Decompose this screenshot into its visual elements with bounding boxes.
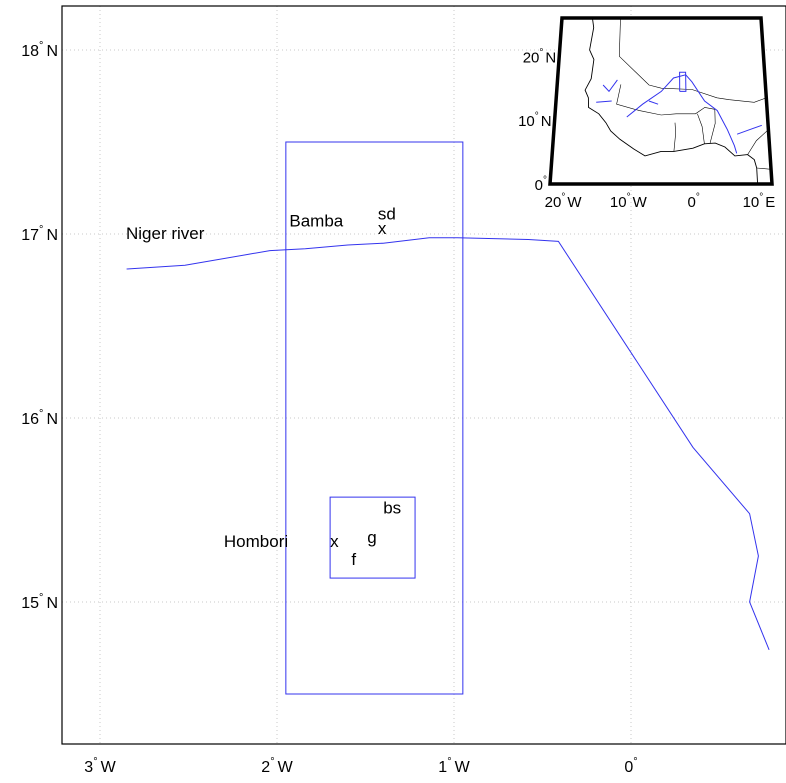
inset-border bbox=[709, 109, 716, 144]
inset-study-box bbox=[679, 71, 687, 92]
tick-number: 10 bbox=[610, 194, 627, 211]
tick-number: 20 bbox=[523, 49, 540, 66]
tick-hemisphere: W bbox=[567, 194, 582, 211]
inset-x-tick-label: 0° bbox=[687, 192, 699, 211]
inset-river bbox=[602, 79, 618, 93]
inset-x-tick-label: 10° E bbox=[743, 192, 776, 211]
place-label: g bbox=[367, 528, 376, 547]
tick-hemisphere: W bbox=[101, 759, 117, 776]
inset-x-tick-label: 20° W bbox=[545, 192, 583, 211]
inset-coastline bbox=[584, 18, 759, 184]
hombori-sub-box bbox=[329, 496, 416, 579]
inset-border bbox=[697, 113, 705, 144]
inset-border bbox=[756, 167, 772, 170]
tick-hemisphere: E bbox=[765, 194, 775, 211]
inset-y-tick-label: 10° N bbox=[518, 111, 552, 130]
niger-river-line bbox=[126, 237, 770, 650]
tick-degree: ° bbox=[270, 756, 274, 768]
inset-border bbox=[673, 122, 677, 152]
main-grid bbox=[62, 6, 786, 744]
tick-number: 20 bbox=[545, 194, 562, 211]
main-axis-ticks: 3° W 2° W 1° W 0°18° N17° N16° N15° N bbox=[21, 40, 637, 776]
x-tick-label: 0° bbox=[624, 756, 637, 776]
tick-number: 0 bbox=[687, 194, 695, 211]
tick-degree: ° bbox=[633, 756, 637, 768]
inset-lines bbox=[584, 18, 772, 184]
tick-number: 3 bbox=[84, 759, 93, 776]
tick-number: 0 bbox=[624, 759, 633, 776]
tick-hemisphere: N bbox=[541, 113, 552, 130]
place-label: x bbox=[330, 532, 339, 551]
inset-frame bbox=[548, 16, 774, 186]
tick-number: 0 bbox=[535, 177, 543, 194]
tick-degree: ° bbox=[561, 192, 565, 203]
tick-hemisphere: W bbox=[455, 759, 471, 776]
tick-degree: ° bbox=[627, 192, 631, 203]
inset-border bbox=[618, 18, 767, 103]
tick-hemisphere: W bbox=[278, 759, 294, 776]
x-tick-label: 1° W bbox=[438, 756, 470, 776]
tick-number: 1 bbox=[438, 759, 447, 776]
tick-degree: ° bbox=[447, 756, 451, 768]
tick-number: 17 bbox=[21, 227, 39, 244]
tick-degree: ° bbox=[759, 192, 763, 203]
tick-number: 10 bbox=[743, 194, 760, 211]
place-label: x bbox=[378, 219, 387, 238]
inset-river bbox=[596, 100, 612, 103]
inset-river bbox=[626, 74, 738, 154]
y-tick-label: 16° N bbox=[21, 408, 58, 428]
tick-degree: ° bbox=[39, 592, 43, 604]
inset-border bbox=[747, 129, 769, 155]
place-label: Bamba bbox=[289, 212, 343, 231]
tick-hemisphere: W bbox=[633, 194, 648, 211]
tick-degree: ° bbox=[539, 47, 543, 58]
inset-x-tick-label: 10° W bbox=[610, 192, 648, 211]
tick-hemisphere: N bbox=[46, 227, 58, 244]
study-area-box bbox=[285, 141, 464, 695]
river-label: Niger river bbox=[126, 224, 205, 243]
place-label: sd bbox=[378, 204, 396, 223]
place-label: f bbox=[351, 550, 356, 569]
tick-degree: ° bbox=[39, 40, 43, 52]
inset-y-tick-label: 0° bbox=[535, 175, 547, 194]
tick-hemisphere: N bbox=[545, 49, 556, 66]
place-label: bs bbox=[383, 499, 401, 518]
inset-y-tick-label: 20° N bbox=[523, 47, 557, 66]
tick-hemisphere: N bbox=[46, 411, 58, 428]
tick-hemisphere: N bbox=[46, 43, 58, 60]
y-tick-label: 15° N bbox=[21, 592, 58, 612]
tick-number: 2 bbox=[261, 759, 270, 776]
x-tick-label: 3° W bbox=[84, 756, 116, 776]
inset-river bbox=[648, 100, 659, 105]
tick-degree: ° bbox=[696, 192, 700, 203]
tick-hemisphere: N bbox=[46, 595, 58, 612]
map-frame bbox=[61, 5, 786, 745]
inset-frame-fill bbox=[550, 18, 772, 184]
tick-number: 18 bbox=[21, 43, 39, 60]
tick-degree: ° bbox=[93, 756, 97, 768]
tick-number: 16 bbox=[21, 411, 39, 428]
tick-degree: ° bbox=[543, 175, 547, 186]
x-tick-label: 2° W bbox=[261, 756, 293, 776]
tick-number: 10 bbox=[518, 113, 535, 130]
y-tick-label: 17° N bbox=[21, 224, 58, 244]
place-label: Hombori bbox=[224, 532, 288, 551]
inset-border bbox=[616, 84, 715, 116]
tick-degree: ° bbox=[39, 408, 43, 420]
inset-river bbox=[736, 124, 762, 135]
tick-degree: ° bbox=[535, 111, 539, 122]
inset-axis-ticks: 20° N10° N0°20° W 10° W 0° 10° E bbox=[518, 47, 775, 211]
tick-number: 15 bbox=[21, 595, 39, 612]
tick-degree: ° bbox=[39, 224, 43, 236]
y-tick-label: 18° N bbox=[21, 40, 58, 60]
inset-locator-map: 20° N10° N0°20° W 10° W 0° 10° E bbox=[518, 16, 775, 211]
